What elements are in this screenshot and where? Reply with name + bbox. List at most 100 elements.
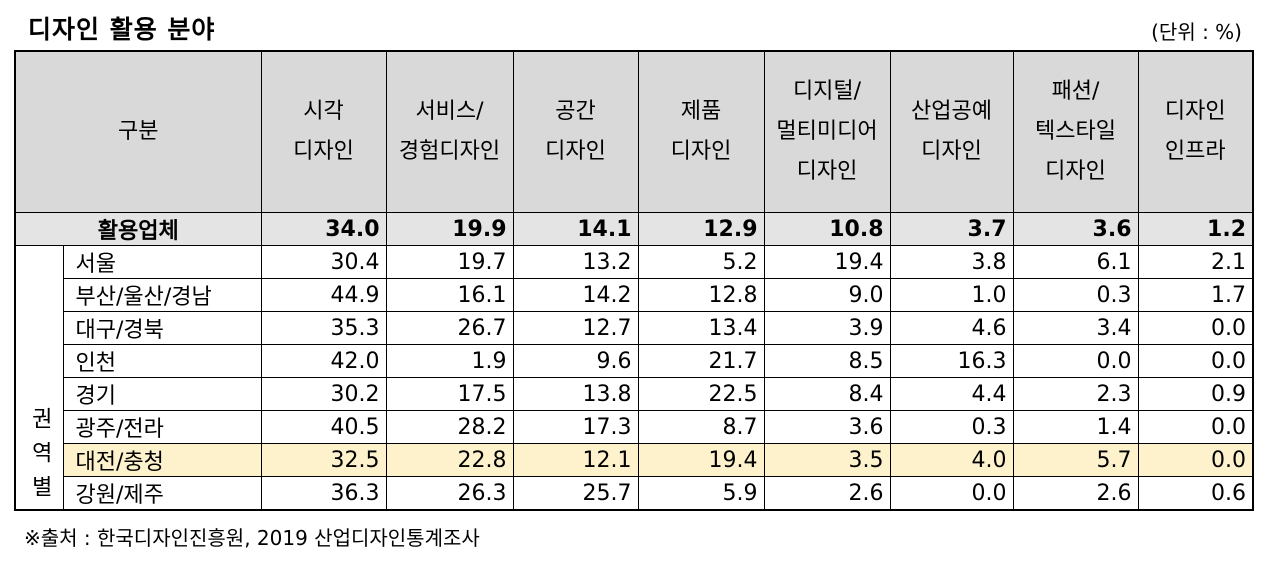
cell: 30.4 [260,245,387,279]
cell: 16.1 [385,278,514,312]
source-note: ※출처 : 한국디자인진흥원, 2019 산업디자인통계조사 [24,526,480,550]
cell: 2.3 [1012,377,1139,411]
cell: 25.7 [512,476,639,511]
cell: 3.9 [763,311,891,345]
cell: 3.5 [763,443,891,477]
cell: 2.1 [1137,245,1254,279]
cell: 32.5 [260,443,387,477]
column-header: 산업공예 디자인 [889,50,1014,213]
cell: 22.8 [385,443,514,477]
column-header: 디지털/ 멀티미디어 디자인 [763,50,891,213]
cell: 3.6 [763,410,891,444]
cell: 9.0 [763,278,891,312]
cell: 12.9 [637,212,765,246]
cell: 30.2 [260,377,387,411]
cell: 2.6 [763,476,891,511]
cell: 35.3 [260,311,387,345]
cell: 17.5 [385,377,514,411]
cell: 44.9 [260,278,387,312]
cell: 13.4 [637,311,765,345]
data-row: 대구/경북 35.3 26.7 12.7 13.4 3.9 4.6 3.4 0.0 [15,311,1254,345]
row-label: 경기 [62,377,262,411]
data-row: 광주/전라 40.5 28.2 17.3 8.7 3.6 0.3 1.4 0.0 [15,410,1254,444]
cell: 0.0 [1137,311,1254,345]
cell: 0.6 [1137,476,1254,511]
cell: 19.9 [385,212,514,246]
cell: 22.5 [637,377,765,411]
row-label: 서울 [62,245,262,279]
cell: 3.7 [889,212,1014,246]
column-header: 시각 디자인 [260,50,387,213]
column-header: 구분 [14,50,262,213]
cell: 1.0 [889,278,1014,312]
cell: 14.1 [512,212,639,246]
row-label: 대구/경북 [62,311,262,345]
cell: 0.0 [1137,443,1254,477]
cell: 3.8 [889,245,1014,279]
cell: 9.6 [512,344,639,378]
column-header: 제품 디자인 [637,50,765,213]
column-header: 패션/ 텍스타일 디자인 [1012,50,1139,213]
data-row: 경기 30.2 17.5 13.8 22.5 8.4 4.4 2.3 0.9 [15,377,1254,411]
row-label: 활용업체 [14,212,262,246]
cell: 5.2 [637,245,765,279]
cell: 0.3 [889,410,1014,444]
cell: 1.9 [385,344,514,378]
cell: 4.4 [889,377,1014,411]
cell: 19.7 [385,245,514,279]
cell: 36.3 [260,476,387,511]
cell: 0.9 [1137,377,1254,411]
cell: 40.5 [260,410,387,444]
cell: 28.2 [385,410,514,444]
cell: 3.6 [1012,212,1139,246]
row-label: 대전/충청 [62,443,262,477]
cell: 16.3 [889,344,1014,378]
cell: 0.0 [889,476,1014,511]
cell: 26.3 [385,476,514,511]
cell: 3.4 [1012,311,1139,345]
title: 디자인 활용 분야 [28,15,216,44]
cell: 19.4 [637,443,765,477]
total-row: 활용업체 34.0 19.9 14.1 12.9 10.8 3.7 3.6 1.2 [14,212,1254,246]
row-label: 인천 [62,344,262,378]
cell: 12.1 [512,443,639,477]
data-row: 인천 42.0 1.9 9.6 21.7 8.5 16.3 0.0 0.0 [15,344,1254,378]
cell: 0.0 [1137,344,1254,378]
header-row: 구분 시각 디자인 서비스/ 경험디자인 공간 디자인 제품 디자인 디지털/ 멀티미디어… [14,50,1254,213]
cell: 2.6 [1012,476,1139,511]
cell: 0.0 [1137,410,1254,444]
cell: 13.2 [512,245,639,279]
cell: 14.2 [512,278,639,312]
cell: 1.4 [1012,410,1139,444]
cell: 12.7 [512,311,639,345]
row-label: 광주/전라 [62,410,262,444]
cell: 4.6 [889,311,1014,345]
cell: 21.7 [637,344,765,378]
cell: 26.7 [385,311,514,345]
cell: 4.0 [889,443,1014,477]
column-header: 공간 디자인 [512,50,639,213]
row-label: 부산/울산/경남 [62,278,262,312]
cell: 8.5 [763,344,891,378]
cell: 42.0 [260,344,387,378]
column-header: 서비스/ 경험디자인 [385,50,514,213]
cell: 0.0 [1012,344,1139,378]
cell: 5.7 [1012,443,1139,477]
cell: 1.7 [1137,278,1254,312]
data-row: 부산/울산/경남 44.9 16.1 14.2 12.8 9.0 1.0 0.3 1.7 [15,278,1254,312]
row-label: 강원/제주 [62,476,262,511]
group-label: 권역별 [14,245,64,511]
column-header: 디자인 인프라 [1137,50,1254,213]
data-row: 강원/제주 36.3 26.3 25.7 5.9 2.6 0.0 2.6 0.6 [15,476,1254,511]
data-table: 구분 시각 디자인 서비스/ 경험디자인 공간 디자인 제품 디자인 디지털/ 멀티미디어… [14,50,1255,511]
cell: 19.4 [763,245,891,279]
cell: 0.3 [1012,278,1139,312]
cell: 8.7 [637,410,765,444]
cell: 8.4 [763,377,891,411]
data-row: 권역별 서울 30.4 19.7 13.2 5.2 19.4 3.8 6.1 2.1 [14,245,1254,511]
cell: 5.9 [637,476,765,511]
data-row: 대전/충청 32.5 22.8 12.1 19.4 3.5 4.0 5.7 0.0 [15,443,1254,477]
unit-note: (단위 : %) [1151,20,1242,44]
cell: 6.1 [1012,245,1139,279]
